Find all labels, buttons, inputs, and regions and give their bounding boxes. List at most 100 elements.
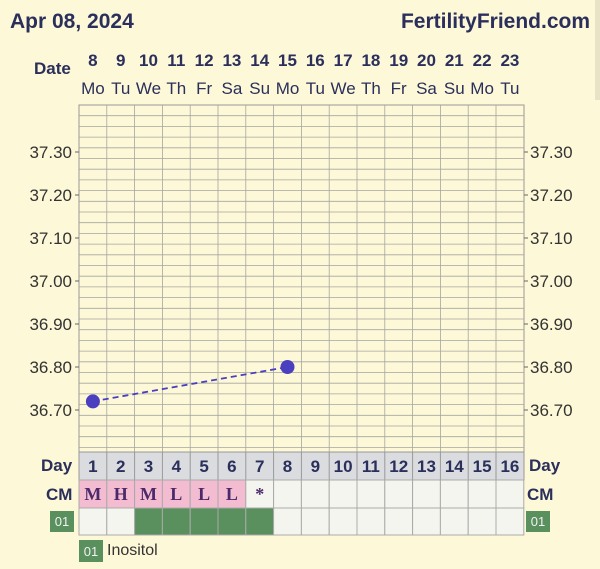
- row-label-cm: CM: [46, 485, 72, 504]
- cm-value: M: [140, 484, 157, 504]
- day-label: 3: [144, 457, 153, 476]
- day-label: 13: [417, 457, 436, 476]
- y-tick-label-right: 37.00: [530, 272, 573, 291]
- med-cell: [106, 507, 136, 536]
- weekday-label: Fr: [391, 79, 407, 98]
- cm-cell: [412, 479, 441, 509]
- cm-value: L: [170, 484, 182, 504]
- weekday-label: We: [330, 79, 355, 98]
- row-label-date: Date: [34, 59, 71, 78]
- temp-point: [280, 360, 295, 374]
- med-row-badge-left: [50, 511, 74, 532]
- y-tick-label-right: 36.80: [530, 358, 573, 377]
- weekday-label: Tu: [306, 79, 325, 98]
- y-tick-label-left: 36.90: [29, 315, 72, 334]
- day-label: 10: [334, 457, 353, 476]
- page-edge: [595, 0, 600, 100]
- day-label: 15: [473, 457, 492, 476]
- med-cell: [245, 507, 275, 536]
- cm-value: M: [84, 484, 101, 504]
- y-tick-label-right: 36.90: [530, 315, 573, 334]
- cm-cell: [217, 479, 247, 509]
- med-cell: [439, 507, 469, 536]
- cm-cell: [356, 479, 386, 509]
- day-label: 14: [445, 457, 464, 476]
- date-label: 12: [195, 51, 214, 70]
- med-cell: [134, 507, 163, 536]
- weekday-label: Su: [444, 79, 465, 98]
- cm-cell: [328, 479, 358, 509]
- cm-cell: [495, 479, 525, 509]
- date-label: 16: [306, 51, 325, 70]
- weekday-label: Mo: [470, 79, 494, 98]
- weekday-label: Mo: [276, 79, 300, 98]
- date-label: 22: [473, 51, 492, 70]
- legend-swatch: 01: [79, 540, 103, 562]
- weekday-label: Su: [249, 79, 270, 98]
- cm-cell: [161, 479, 191, 509]
- cm-cell: [384, 479, 414, 509]
- cm-value: H: [114, 484, 128, 504]
- date-label: 23: [500, 51, 519, 70]
- cm-value: *: [255, 484, 264, 504]
- y-tick-label-right: 37.30: [530, 143, 573, 162]
- weekday-label: Sa: [416, 79, 437, 98]
- date-label: 9: [116, 51, 125, 70]
- cm-cell: [467, 479, 497, 509]
- med-cell: [412, 507, 441, 536]
- date-label: 20: [417, 51, 436, 70]
- temp-point: [85, 394, 100, 409]
- date-label: 13: [222, 51, 241, 70]
- date-label: 19: [389, 51, 408, 70]
- date-label: 21: [445, 51, 464, 70]
- y-tick-label-left: 36.80: [29, 358, 72, 377]
- day-label: 2: [116, 457, 125, 476]
- weekday-label: Mo: [81, 79, 105, 98]
- cm-value: L: [198, 484, 210, 504]
- weekday-label: Sa: [222, 79, 243, 98]
- date-label: 17: [334, 51, 353, 70]
- med-cell: [356, 507, 386, 536]
- weekday-label: Tu: [500, 79, 519, 98]
- chart-date: Apr 08, 2024: [10, 10, 134, 33]
- day-label: 12: [389, 457, 408, 476]
- weekday-label: We: [136, 79, 161, 98]
- med-cell: [273, 507, 302, 536]
- row-label-day: Day: [41, 456, 73, 475]
- legend: 01 Inositol: [79, 539, 158, 563]
- row-label-day-right: Day: [529, 456, 561, 475]
- brand-name: FertilityFriend.com: [400, 10, 590, 33]
- med-cell: [300, 507, 330, 536]
- day-label: 9: [311, 457, 320, 476]
- y-tick-label-right: 36.70: [530, 401, 573, 420]
- day-label: 7: [255, 457, 264, 476]
- weekday-label: Fr: [196, 79, 212, 98]
- day-label: 16: [500, 457, 519, 476]
- med-row-label-left: 01: [55, 514, 69, 529]
- row-label-cm-right: CM: [527, 485, 553, 504]
- cm-value: L: [226, 484, 238, 504]
- med-cell: [467, 507, 497, 536]
- date-label: 8: [88, 51, 97, 70]
- med-cell: [495, 507, 525, 536]
- cm-cell: [300, 479, 330, 509]
- med-cell: [217, 507, 247, 536]
- cm-cell: [189, 479, 219, 509]
- cm-cell: [439, 479, 469, 509]
- day-label: 5: [199, 457, 208, 476]
- y-tick-label-left: 37.10: [29, 229, 72, 248]
- med-row-badge-right: [526, 511, 550, 532]
- day-label: 11: [362, 457, 380, 476]
- y-tick-label-right: 37.10: [530, 229, 573, 248]
- date-label: 10: [139, 51, 158, 70]
- temp-line: [92, 366, 288, 403]
- weekday-label: Tu: [111, 79, 130, 98]
- cm-cell: [273, 479, 302, 509]
- date-label: 18: [361, 51, 380, 70]
- med-cell: [78, 507, 108, 536]
- med-cell: [161, 507, 191, 536]
- y-tick-label-left: 37.20: [29, 186, 72, 205]
- med-cell: [189, 507, 219, 536]
- cm-cell: [78, 479, 108, 509]
